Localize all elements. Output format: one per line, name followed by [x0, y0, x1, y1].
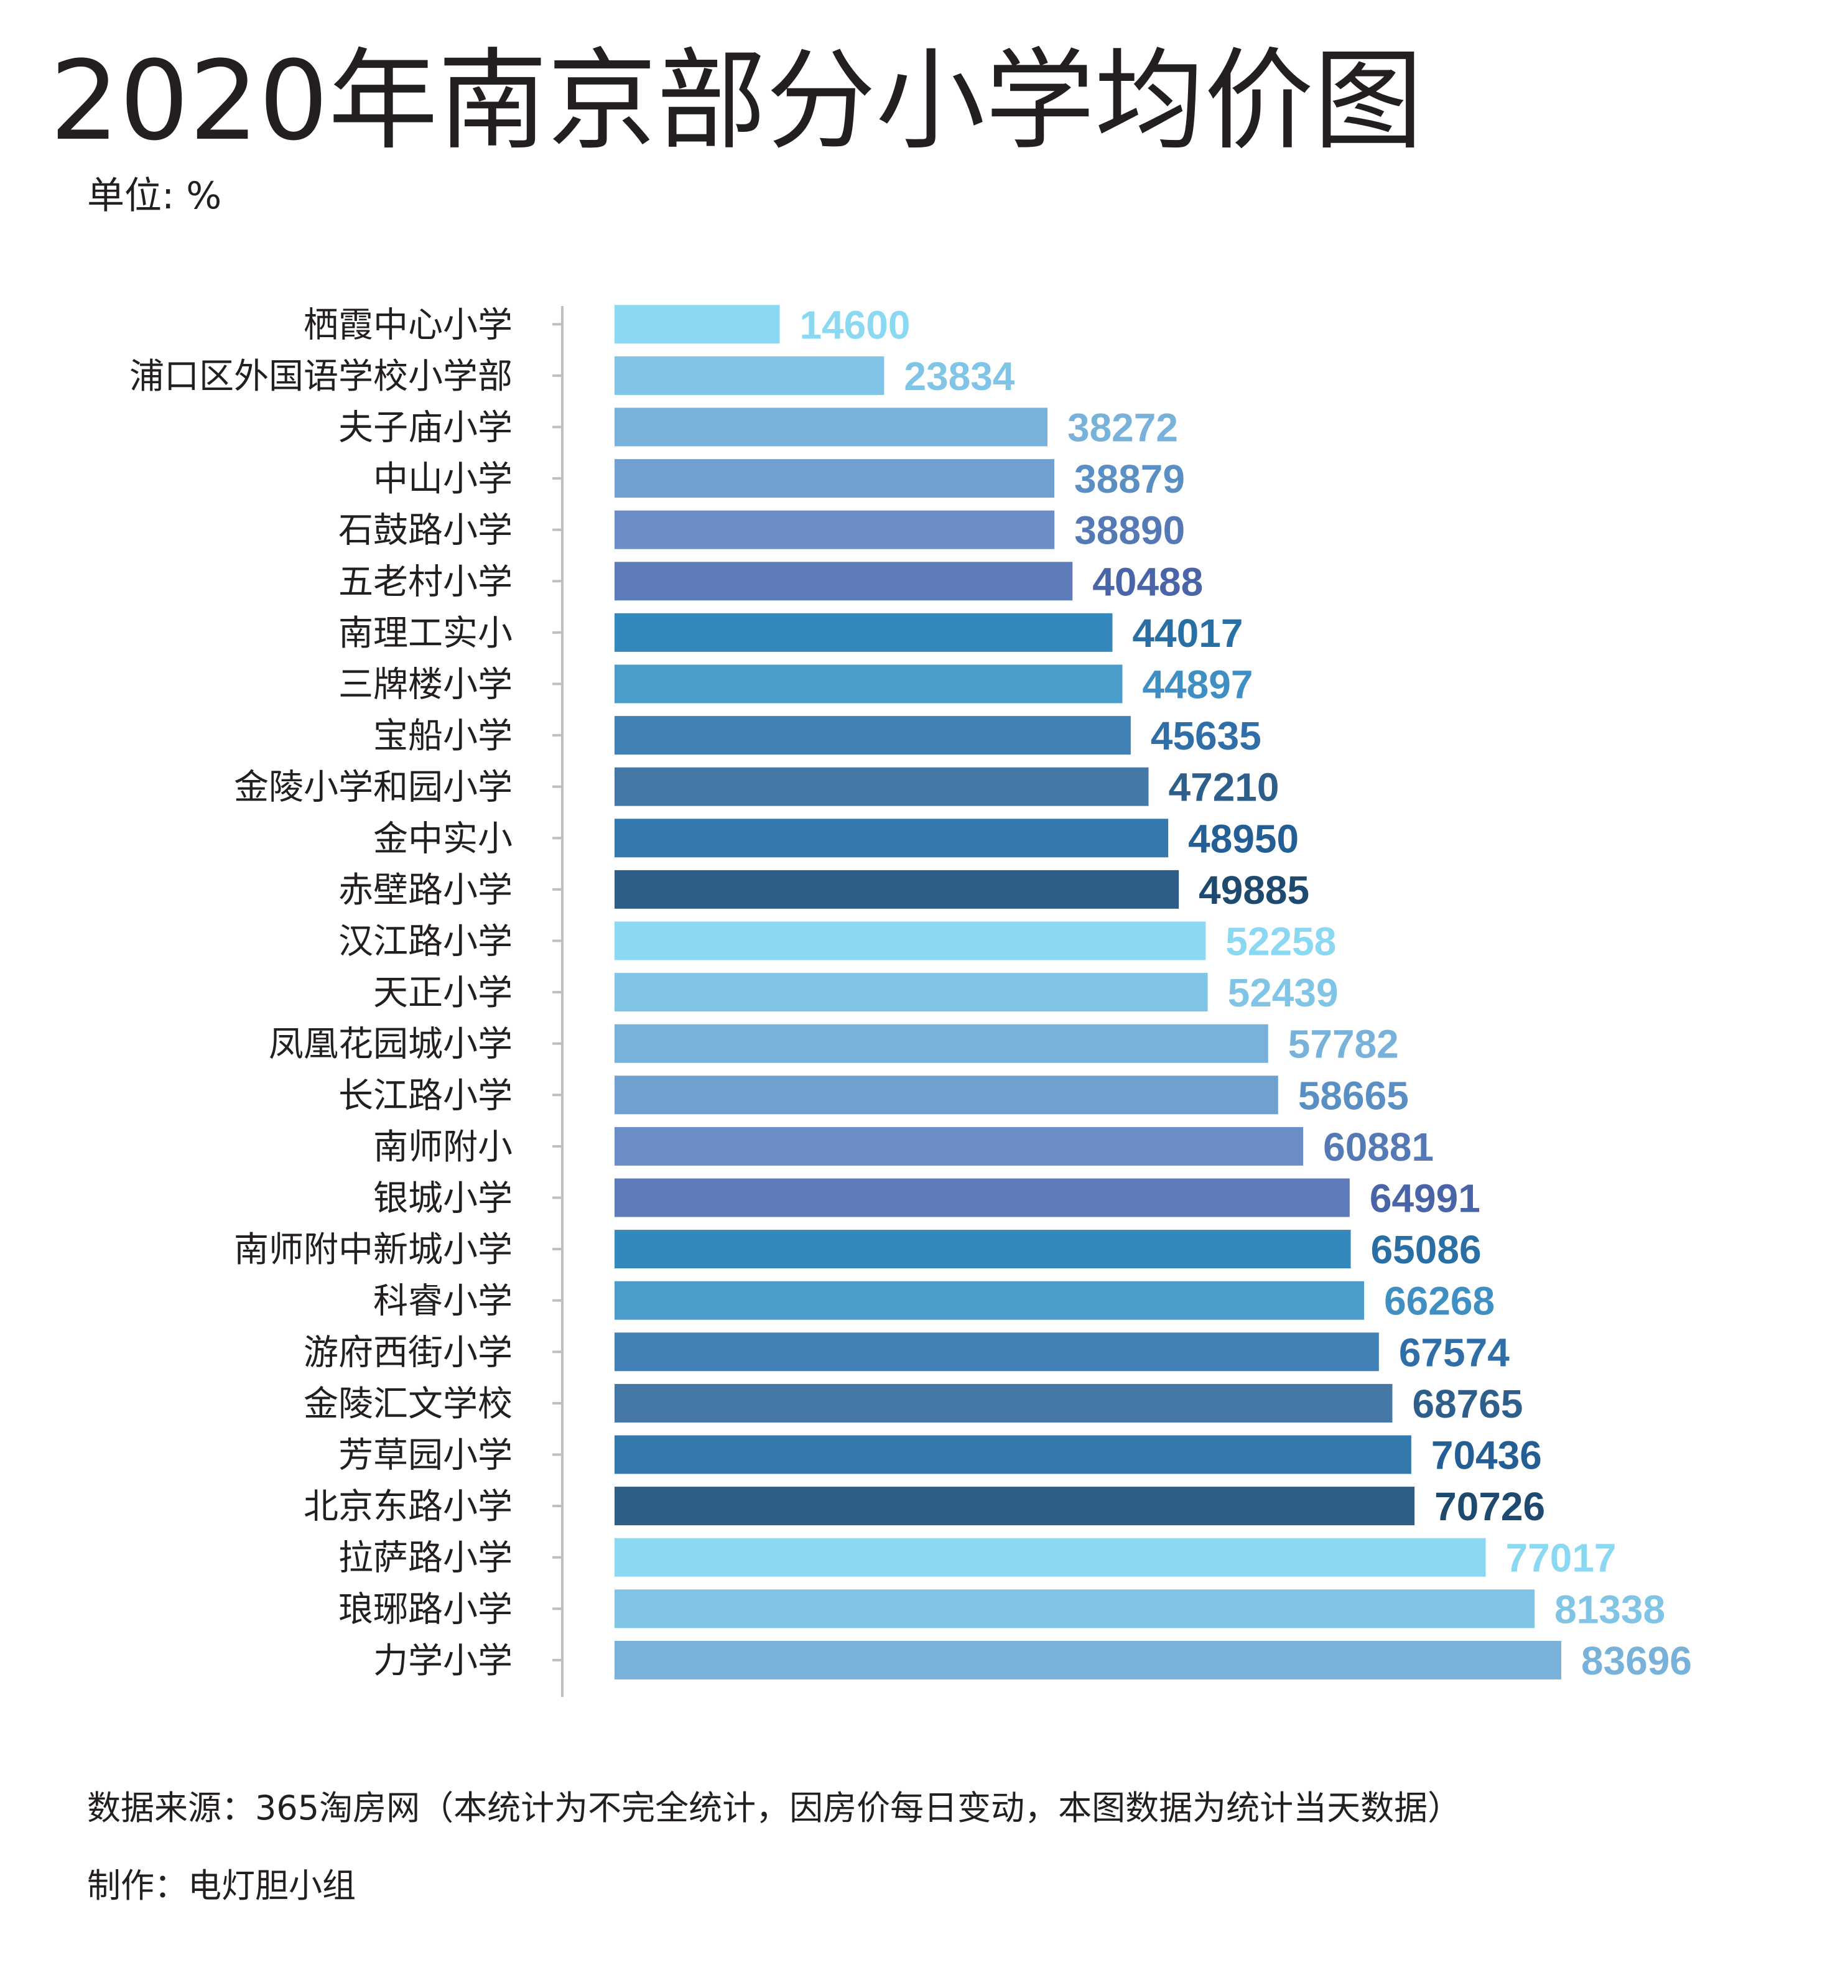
bar — [615, 664, 1123, 704]
data-label: 81338 — [1554, 1587, 1665, 1632]
bar — [615, 510, 1055, 549]
bar — [615, 1178, 1350, 1217]
bar — [615, 1487, 1415, 1526]
data-label: 52258 — [1225, 919, 1336, 964]
data-label: 40488 — [1092, 559, 1203, 604]
data-label: 57782 — [1288, 1022, 1399, 1067]
data-label: 23834 — [904, 354, 1015, 399]
category-label: 游府西街小学 — [304, 1332, 513, 1373]
bar — [615, 1332, 1379, 1372]
category-label: 赤壁路小学 — [338, 870, 513, 911]
bar — [615, 562, 1073, 601]
bar — [615, 767, 1149, 806]
bar — [615, 407, 1047, 447]
data-label: 65086 — [1371, 1227, 1482, 1272]
category-label: 长江路小学 — [338, 1075, 513, 1116]
bar — [615, 1024, 1268, 1063]
data-label: 44897 — [1142, 662, 1253, 707]
data-label: 38879 — [1074, 457, 1185, 501]
data-label: 77017 — [1506, 1536, 1617, 1581]
category-label: 五老村小学 — [338, 562, 513, 602]
category-label: 汉江路小学 — [338, 922, 513, 962]
data-label: 49885 — [1199, 868, 1309, 913]
category-label: 天正小学 — [373, 973, 513, 1013]
bar — [615, 356, 885, 395]
category-label: 凤凰花园城小学 — [269, 1024, 513, 1065]
category-label: 石鼓路小学 — [338, 511, 513, 551]
category-label: 银城小学 — [373, 1179, 513, 1219]
category-label: 浦口区外国语学校小学部 — [129, 356, 513, 397]
bar — [615, 1281, 1365, 1320]
category-label: 夫子庙小学 — [338, 408, 513, 448]
data-label: 70436 — [1431, 1433, 1542, 1478]
bar — [615, 819, 1169, 858]
category-label: 宝船小学 — [373, 716, 513, 756]
category-label: 芳草园小学 — [338, 1436, 513, 1476]
bar — [615, 459, 1055, 498]
category-label: 南理工实小 — [338, 613, 513, 654]
data-label: 66268 — [1384, 1279, 1495, 1324]
data-label: 47210 — [1169, 765, 1279, 810]
category-label: 金陵小学和园小学 — [234, 768, 513, 808]
category-label: 琅琊路小学 — [338, 1589, 513, 1630]
category-label: 金陵汇文学校 — [304, 1384, 513, 1424]
data-label: 58665 — [1298, 1073, 1409, 1118]
chart-title: 2020年南京部分小学均价图 — [50, 37, 1423, 165]
data-label: 60881 — [1323, 1125, 1434, 1169]
bar — [615, 870, 1179, 909]
bar — [615, 1383, 1393, 1423]
author-note: 制作：电灯胆小组 — [87, 1866, 356, 1905]
bar — [615, 1589, 1535, 1628]
bar — [615, 305, 780, 344]
data-label: 44017 — [1132, 611, 1243, 656]
category-label: 拉萨路小学 — [338, 1538, 513, 1579]
data-label: 38272 — [1067, 406, 1178, 450]
category-label: 南师附小 — [373, 1127, 513, 1168]
bar — [615, 973, 1208, 1012]
data-label: 83696 — [1581, 1638, 1692, 1683]
data-label: 52439 — [1228, 970, 1339, 1015]
data-label: 48950 — [1188, 816, 1299, 861]
data-label: 67574 — [1399, 1330, 1510, 1375]
category-label: 栖霞中心小学 — [304, 305, 513, 345]
bar — [615, 1075, 1278, 1115]
bar — [615, 1230, 1351, 1269]
bar — [615, 1435, 1411, 1474]
bar — [615, 921, 1206, 960]
data-label: 45635 — [1151, 713, 1261, 758]
data-label: 64991 — [1370, 1176, 1480, 1221]
category-label: 三牌楼小学 — [338, 665, 513, 705]
category-label: 金中实小 — [373, 819, 513, 859]
data-label: 68765 — [1412, 1382, 1523, 1426]
data-label: 14600 — [799, 302, 910, 347]
category-label: 南师附中新城小学 — [234, 1230, 513, 1270]
bar — [615, 716, 1131, 755]
data-source-note: 数据来源：365淘房网（本统计为不完全统计，因房价每日变动，本图数据为统计当天数… — [87, 1788, 1462, 1828]
unit-label: 单位: % — [87, 174, 222, 218]
category-label: 中山小学 — [373, 459, 513, 499]
category-label: 力学小学 — [373, 1641, 513, 1681]
bar — [615, 613, 1113, 652]
bar — [615, 1126, 1304, 1166]
category-label: 北京东路小学 — [304, 1487, 513, 1527]
data-label: 70726 — [1434, 1484, 1545, 1529]
category-label: 科睿小学 — [373, 1281, 513, 1322]
bar — [615, 1538, 1486, 1577]
bar — [615, 1640, 1561, 1679]
data-label: 38890 — [1074, 508, 1185, 553]
